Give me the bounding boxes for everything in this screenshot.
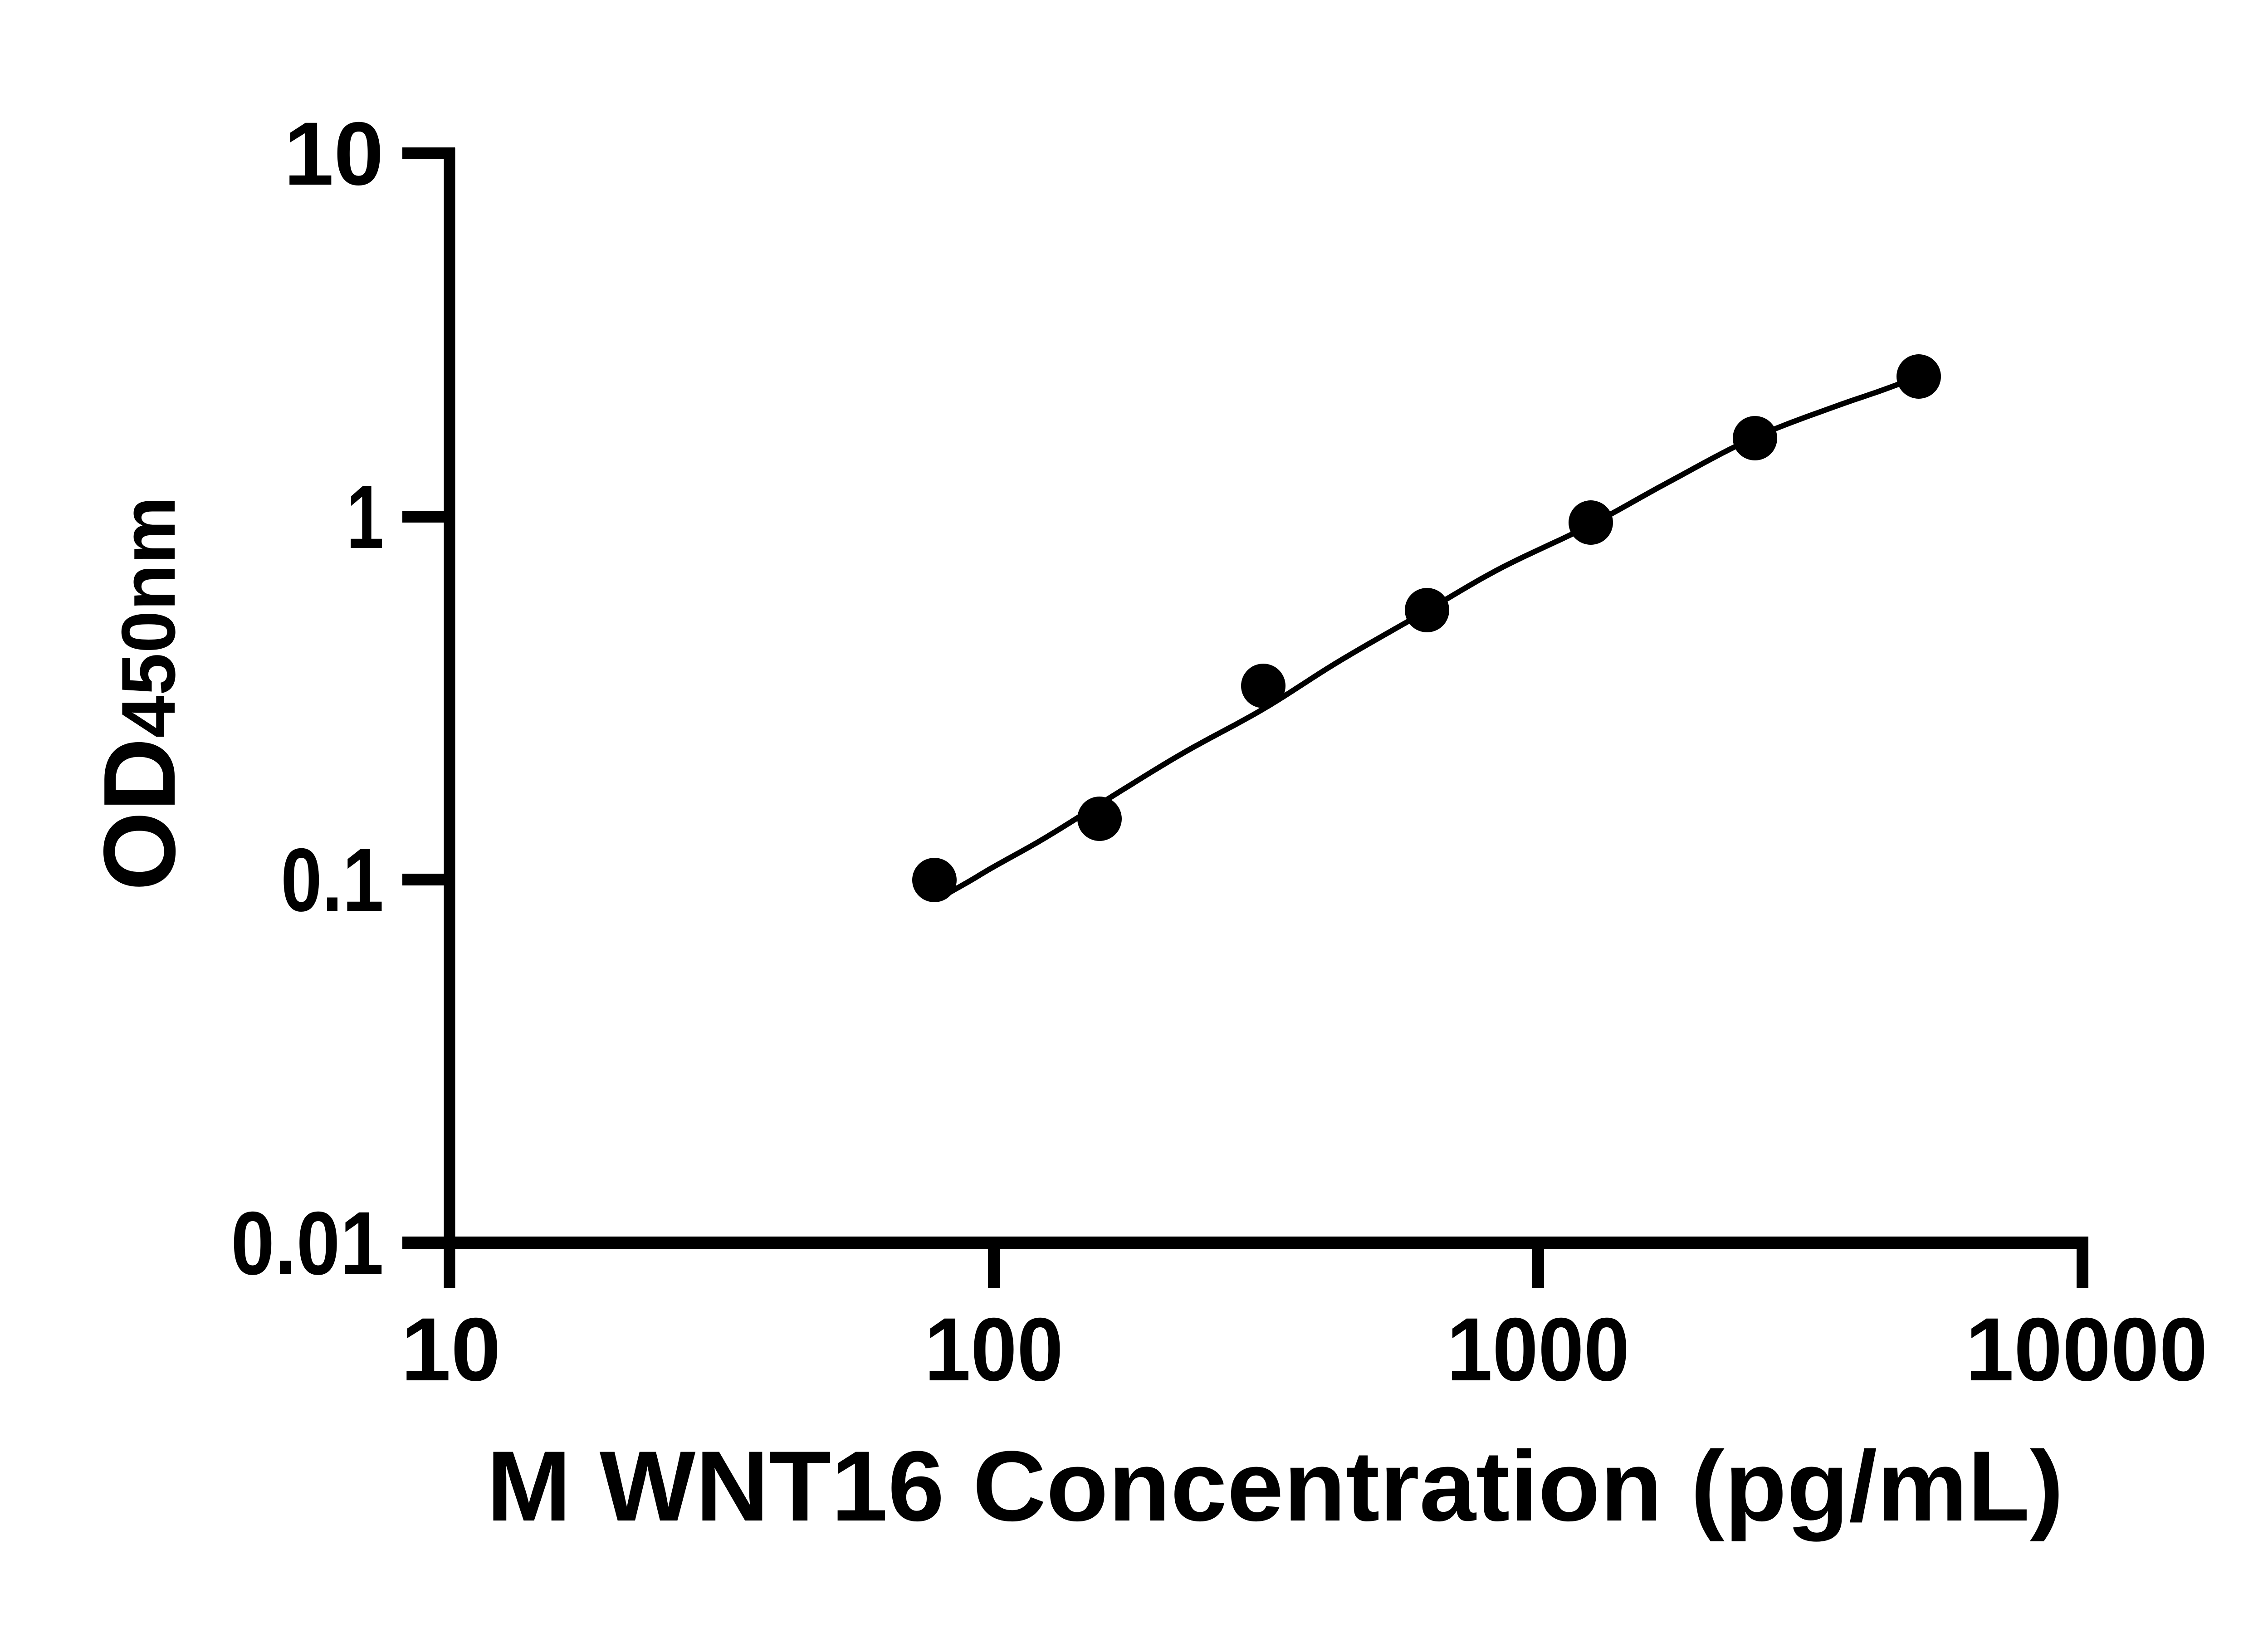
svg-text:M WNT16 Concentration (pg/mL): M WNT16 Concentration (pg/mL) xyxy=(487,1430,2064,1542)
svg-text:100: 100 xyxy=(924,1299,1063,1399)
svg-text:10: 10 xyxy=(284,103,384,204)
svg-text:1: 1 xyxy=(347,467,384,567)
svg-text:10000: 10000 xyxy=(1965,1299,2208,1399)
svg-text:1000: 1000 xyxy=(1447,1299,1630,1399)
svg-text:0.01: 0.01 xyxy=(231,1193,384,1293)
svg-text:0.1: 0.1 xyxy=(281,830,384,930)
svg-text:OD: OD xyxy=(82,738,196,891)
svg-text:10: 10 xyxy=(401,1299,501,1399)
svg-text:450nm: 450nm xyxy=(106,496,191,738)
